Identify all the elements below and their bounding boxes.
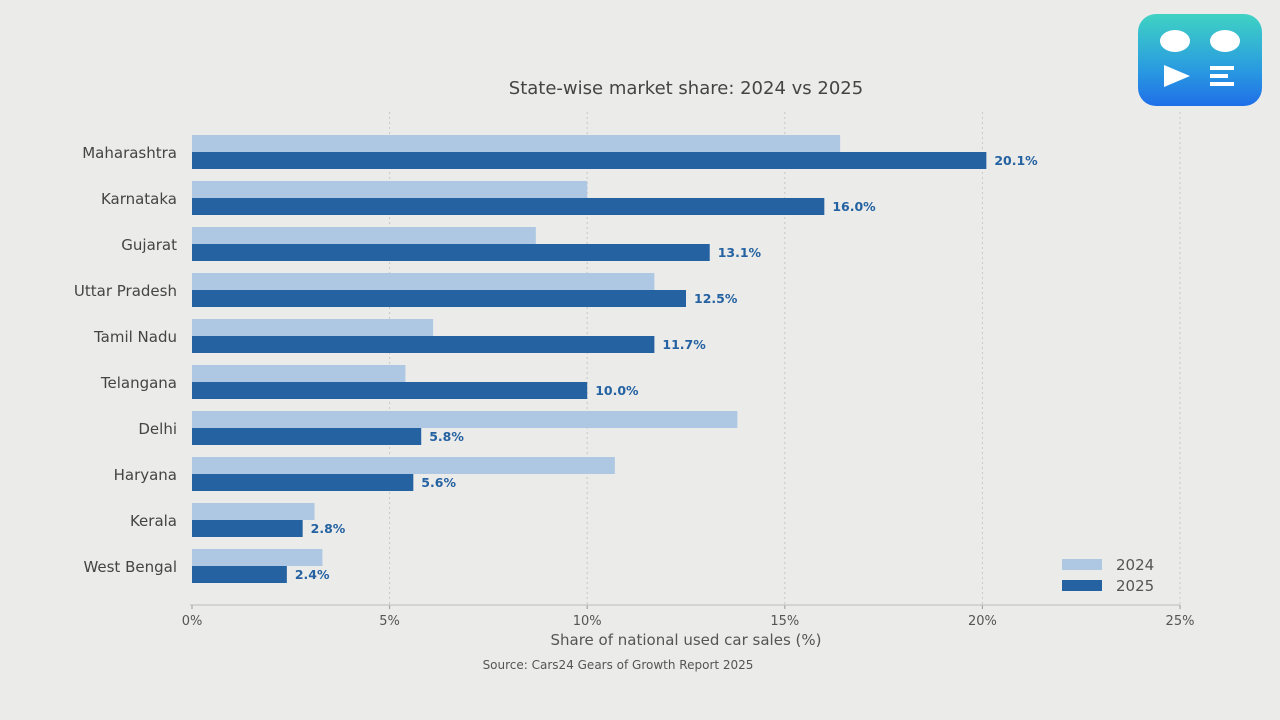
bar-2024 [192, 319, 434, 336]
bar-2025 [192, 474, 414, 491]
data-label-2025: 13.1% [718, 245, 762, 260]
legend-swatch-2025 [1062, 580, 1102, 591]
chart-title: State-wise market share: 2024 vs 2025 [509, 78, 863, 99]
bar-2025 [192, 520, 303, 537]
logo-list-line [1210, 82, 1234, 86]
bar-2025 [192, 198, 825, 215]
data-label-2025: 11.7% [662, 337, 706, 352]
source-note: Source: Cars24 Gears of Growth Report 20… [483, 658, 754, 672]
data-label-2025: 2.4% [295, 567, 330, 582]
bar-2024 [192, 135, 841, 152]
bar-2024 [192, 227, 536, 244]
bar-2025 [192, 152, 987, 169]
logo-list-line [1210, 74, 1228, 78]
bar-2025 [192, 566, 287, 583]
y-tick-label: Haryana [114, 466, 177, 484]
y-tick-label: West Bengal [83, 558, 177, 576]
legend-label-2024: 2024 [1116, 556, 1154, 574]
legend-label-2025: 2025 [1116, 577, 1154, 595]
bar-2025 [192, 244, 710, 261]
bar-2024 [192, 503, 315, 520]
bar-2024 [192, 411, 738, 428]
bar-2025 [192, 336, 655, 353]
bar-2025 [192, 382, 588, 399]
bar-2024 [192, 549, 323, 566]
legend-swatch-2024 [1062, 559, 1102, 570]
app-logo [1138, 14, 1262, 106]
logo-eye-right-icon [1210, 30, 1240, 52]
logo-list-icon [1210, 66, 1234, 70]
y-tick-label: Tamil Nadu [93, 328, 177, 346]
y-tick-label: Uttar Pradesh [74, 282, 177, 300]
y-tick-label: Karnataka [101, 190, 177, 208]
x-tick-label: 25% [1166, 614, 1195, 629]
bar-2025 [192, 290, 686, 307]
bar-2024 [192, 181, 588, 198]
x-tick-label: 20% [968, 614, 997, 629]
data-label-2025: 2.8% [311, 521, 346, 536]
data-label-2025: 20.1% [994, 153, 1038, 168]
x-tick-label: 5% [379, 614, 400, 629]
y-tick-label: Delhi [138, 420, 177, 438]
x-tick-label: 15% [770, 614, 799, 629]
x-tick-label: 10% [573, 614, 602, 629]
x-axis-label: Share of national used car sales (%) [551, 631, 822, 649]
y-tick-label: Telangana [100, 374, 177, 392]
bar-2024 [192, 365, 406, 382]
y-tick-label: Maharashtra [82, 144, 177, 162]
bar-2024 [192, 273, 655, 290]
y-tick-label: Kerala [130, 512, 177, 530]
data-label-2025: 16.0% [832, 199, 876, 214]
data-label-2025: 5.8% [429, 429, 464, 444]
data-label-2025: 12.5% [694, 291, 738, 306]
data-label-2025: 5.6% [421, 475, 456, 490]
y-tick-label: Gujarat [121, 236, 177, 254]
logo-play-icon [1164, 65, 1190, 87]
x-tick-label: 0% [182, 614, 203, 629]
bar-2025 [192, 428, 422, 445]
legend: 2024 2025 [1062, 556, 1154, 595]
logo-eye-left-icon [1160, 30, 1190, 52]
data-label-2025: 10.0% [595, 383, 639, 398]
bar-2024 [192, 457, 615, 474]
